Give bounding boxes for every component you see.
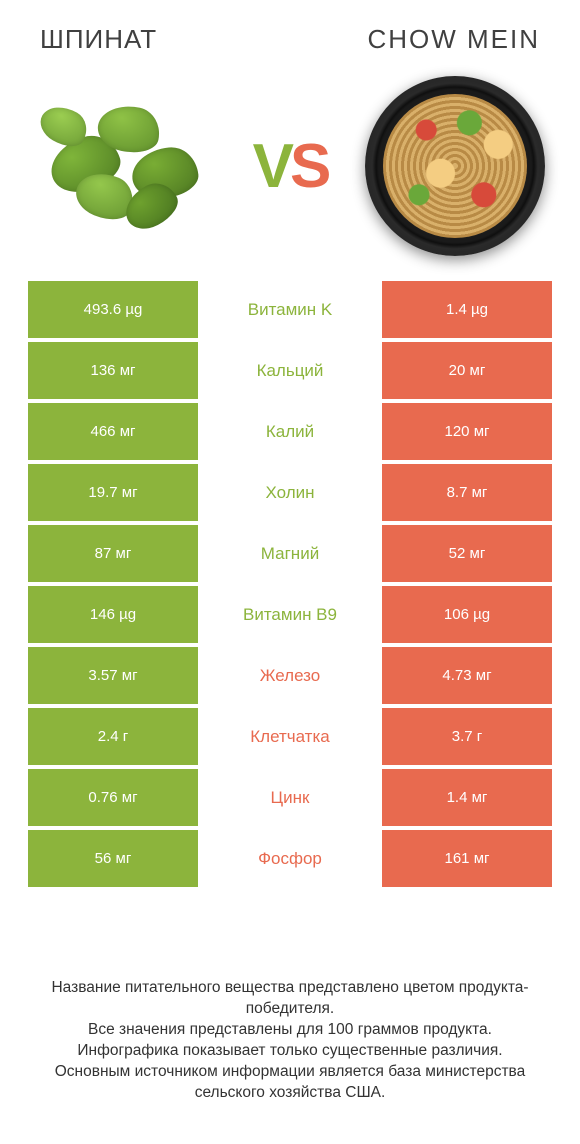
- left-value-bar: 56 мг: [28, 830, 198, 887]
- right-value-bar: 106 µg: [382, 586, 552, 643]
- left-value-bar: 146 µg: [28, 586, 198, 643]
- nutrient-row: 0.76 мгЦинк1.4 мг: [28, 769, 552, 826]
- left-value-bar: 493.6 µg: [28, 281, 198, 338]
- nutrient-name: Железо: [198, 666, 382, 686]
- left-value-bar: 19.7 мг: [28, 464, 198, 521]
- right-food-image: [360, 71, 550, 261]
- nutrient-row: 493.6 µgВитамин K1.4 µg: [28, 281, 552, 338]
- footnote-line: Инфографика показывает только существенн…: [77, 1042, 502, 1059]
- left-food-image: [30, 71, 220, 261]
- left-value-bar: 466 мг: [28, 403, 198, 460]
- right-value-bar: 120 мг: [382, 403, 552, 460]
- footnote-line: Название питательного вещества представл…: [51, 979, 528, 1017]
- left-value-bar: 87 мг: [28, 525, 198, 582]
- images-row: VS: [0, 63, 580, 281]
- nutrient-name: Калий: [198, 422, 382, 442]
- vs-letter-s: S: [290, 132, 327, 201]
- right-food-title: CHOW MEIN: [367, 24, 540, 55]
- right-value-bar: 8.7 мг: [382, 464, 552, 521]
- left-value-bar: 136 мг: [28, 342, 198, 399]
- left-value-bar: 0.76 мг: [28, 769, 198, 826]
- spinach-illustration: [40, 96, 210, 236]
- vs-letter-v: V: [253, 132, 290, 201]
- noodles-texture: [383, 94, 527, 238]
- footnote-line: Основным источником информации является …: [55, 1063, 526, 1101]
- nutrient-row: 466 мгКалий120 мг: [28, 403, 552, 460]
- left-food-title: ШПИНАТ: [40, 24, 157, 55]
- nutrient-name: Кальций: [198, 361, 382, 381]
- footnote-line: Все значения представлены для 100 граммо…: [88, 1021, 492, 1038]
- nutrient-name: Холин: [198, 483, 382, 503]
- nutrient-name: Магний: [198, 544, 382, 564]
- vs-label: VS: [253, 131, 328, 202]
- nutrient-row: 19.7 мгХолин8.7 мг: [28, 464, 552, 521]
- nutrient-name: Витамин B9: [198, 605, 382, 625]
- nutrient-name: Цинк: [198, 788, 382, 808]
- right-value-bar: 3.7 г: [382, 708, 552, 765]
- right-value-bar: 52 мг: [382, 525, 552, 582]
- nutrient-row: 87 мгМагний52 мг: [28, 525, 552, 582]
- nutrients-table: 493.6 µgВитамин K1.4 µg136 мгКальций20 м…: [0, 281, 580, 887]
- nutrient-row: 2.4 гКлетчатка3.7 г: [28, 708, 552, 765]
- right-value-bar: 20 мг: [382, 342, 552, 399]
- nutrient-name: Клетчатка: [198, 727, 382, 747]
- nutrient-row: 3.57 мгЖелезо4.73 мг: [28, 647, 552, 704]
- right-value-bar: 1.4 мг: [382, 769, 552, 826]
- chow-mein-illustration: [365, 76, 545, 256]
- footnote: Название питательного вещества представл…: [24, 978, 556, 1104]
- left-value-bar: 2.4 г: [28, 708, 198, 765]
- nutrient-row: 56 мгФосфор161 мг: [28, 830, 552, 887]
- right-value-bar: 4.73 мг: [382, 647, 552, 704]
- nutrient-name: Фосфор: [198, 849, 382, 869]
- nutrient-row: 136 мгКальций20 мг: [28, 342, 552, 399]
- nutrient-row: 146 µgВитамин B9106 µg: [28, 586, 552, 643]
- left-value-bar: 3.57 мг: [28, 647, 198, 704]
- comparison-header: ШПИНАТ CHOW MEIN: [0, 0, 580, 63]
- nutrient-name: Витамин K: [198, 300, 382, 320]
- right-value-bar: 1.4 µg: [382, 281, 552, 338]
- right-value-bar: 161 мг: [382, 830, 552, 887]
